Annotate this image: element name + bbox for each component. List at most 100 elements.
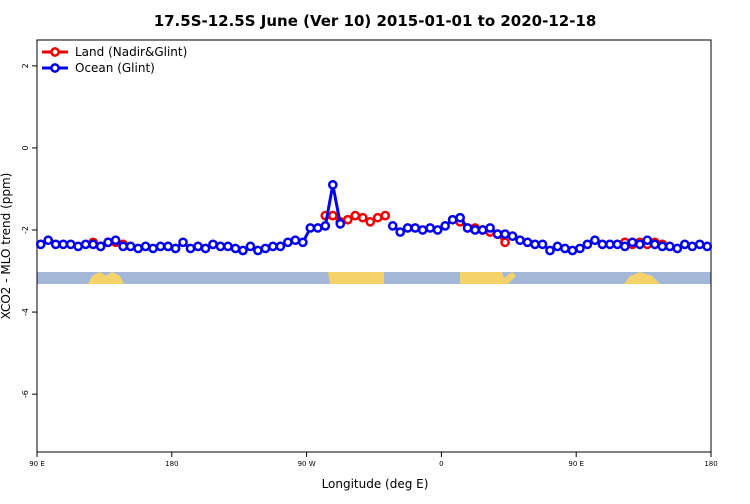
data-point — [268, 241, 278, 252]
data-point — [447, 214, 458, 225]
data-point — [342, 214, 353, 225]
data-point — [657, 241, 668, 252]
data-point — [73, 241, 84, 252]
data-point — [627, 237, 638, 248]
data-point — [410, 223, 421, 233]
data-point — [649, 239, 660, 250]
data-point — [155, 241, 166, 252]
chart-title: 17.5S-12.5S June (Ver 10) 2015-01-01 to … — [154, 12, 597, 30]
data-point — [208, 239, 218, 250]
data-point — [178, 237, 188, 248]
data-point — [477, 225, 488, 235]
data-point — [492, 229, 503, 239]
data-point — [215, 241, 226, 252]
data-point — [133, 243, 143, 254]
data-point — [327, 180, 338, 190]
data-point — [290, 235, 301, 246]
data-point — [702, 241, 713, 252]
y-tick-label: -6 — [21, 390, 30, 398]
data-point — [567, 245, 578, 256]
data-point — [365, 216, 376, 227]
data-point — [582, 239, 593, 250]
data-point — [679, 239, 690, 250]
data-point — [58, 239, 69, 250]
data-point — [672, 243, 683, 254]
data-point — [387, 221, 398, 231]
data-point — [65, 239, 76, 250]
data-point — [35, 239, 46, 250]
x-axis-label: Longitude (deg E) — [322, 477, 429, 491]
data-point — [103, 237, 113, 248]
data-point — [507, 231, 518, 242]
x-tick-label: 90 E — [568, 460, 584, 468]
data-point — [395, 227, 406, 237]
land-sea-strip — [37, 272, 711, 284]
legend-marker — [50, 47, 60, 57]
data-point — [694, 239, 705, 250]
y-tick-label: 2 — [21, 63, 30, 68]
data-point — [335, 218, 346, 229]
data-point — [552, 241, 563, 252]
data-point — [193, 241, 203, 252]
x-tick-label: 90 W — [298, 460, 316, 468]
data-point — [305, 223, 316, 233]
data-point — [298, 237, 308, 248]
data-point — [575, 243, 585, 254]
x-tick-label: 0 — [439, 460, 443, 468]
data-point — [642, 235, 653, 246]
data-point — [118, 241, 128, 252]
data-point — [545, 245, 555, 256]
legend-label: Land (Nadir&Glint) — [75, 45, 187, 59]
y-tick-label: -4 — [21, 308, 30, 316]
x-tick-label: 180 — [165, 460, 178, 468]
data-point — [605, 239, 615, 250]
data-point — [312, 223, 323, 233]
data-point — [327, 210, 338, 221]
data-point — [260, 243, 271, 254]
data-point — [223, 241, 233, 252]
data-point — [635, 239, 645, 250]
legend-label: Ocean (Glint) — [75, 61, 155, 75]
data-point — [88, 239, 99, 250]
data-point — [500, 229, 510, 239]
data-point — [238, 245, 248, 256]
data-point — [140, 241, 151, 252]
y-axis-label: XCO2 - MLO trend (ppm) — [0, 173, 13, 320]
data-point — [432, 225, 443, 235]
data-point — [440, 221, 450, 231]
data-point — [537, 239, 548, 250]
data-point — [620, 241, 630, 252]
data-point — [80, 239, 91, 250]
data-point — [522, 237, 533, 248]
data-point — [275, 241, 286, 252]
x-tick-label: 90 E — [29, 460, 45, 468]
data-point — [500, 237, 510, 248]
data-point — [597, 239, 608, 250]
legend-marker — [50, 63, 60, 73]
data-point — [245, 241, 256, 252]
data-point — [530, 239, 540, 250]
data-point — [455, 212, 465, 223]
data-point — [612, 239, 623, 250]
data-point — [43, 235, 54, 246]
y-tick-label: -2 — [21, 226, 30, 234]
data-point — [50, 239, 61, 250]
data-point — [185, 243, 196, 254]
data-point — [425, 223, 436, 233]
data-point — [320, 221, 331, 231]
data-point — [417, 225, 428, 235]
data-point — [253, 245, 263, 256]
data-point — [350, 210, 361, 221]
data-point — [200, 243, 211, 254]
data-point — [125, 241, 136, 252]
data-point — [470, 225, 480, 235]
data-point — [560, 243, 570, 254]
data-point — [485, 223, 495, 233]
x-tick-label: 180 — [704, 460, 717, 468]
data-point — [515, 235, 525, 246]
data-point — [163, 241, 173, 252]
data-point — [380, 210, 391, 221]
data-point — [283, 237, 293, 248]
